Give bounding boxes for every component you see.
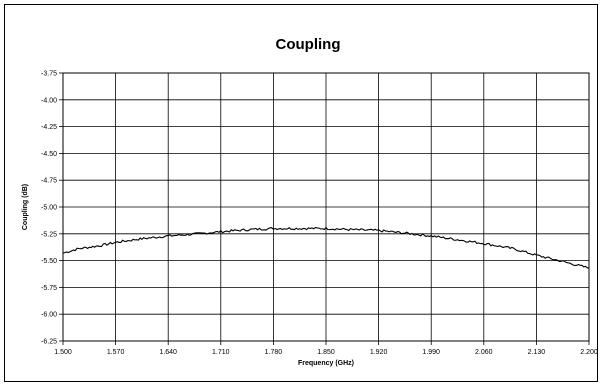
x-tick-label: 2.130 [528,349,546,356]
chart-title: Coupling [276,36,341,53]
y-tick-label: -4.25 [41,124,57,131]
x-tick-label: 1.710 [212,349,230,356]
y-axis-label: Coupling (dB) [22,184,29,230]
y-tick-label: -6.25 [41,339,57,346]
y-tick-label: -5.25 [41,231,57,238]
y-axis-ticks: -3.75 -4.00 -4.25 -4.50 -4.75 -5.00 -5.25 -5.50… [41,71,63,346]
y-tick-label: -4.00 [41,97,57,104]
x-tick-label: 1.570 [107,349,125,356]
x-tick-label: 1.990 [422,349,440,356]
chart-frame: Coupling -3.75 -4.00 -4.25 -4.50 -4.75 -5.00-… [4,4,598,382]
x-tick-label: 1.780 [265,349,283,356]
x-tick-label: 1.920 [370,349,388,356]
y-tick-label: -6.00 [41,312,57,319]
coupling-chart: Coupling -3.75-4.00-4.25-4.50-4.75-5.00-… [22,36,598,367]
x-tick-label: 2.060 [475,349,493,356]
y-tick-label: -4.75 [41,178,57,185]
x-tick-label: 1.640 [159,349,177,356]
x-axis-label: Frequency (GHz) [298,360,354,367]
y-tick-label: -4.50 [41,151,57,158]
grid-lines [62,72,590,342]
y-tick-label: -5.00 [41,205,57,212]
y-tick-label: -3.75 [41,71,57,78]
x-axis-ticks: 1.500 1.570 1.640 1.710 1.780 1.850 1.920 1.990… [54,341,598,356]
x-tick-label: 1.850 [317,349,335,356]
series-line [62,226,590,269]
y-tick-label: -5.50 [41,258,57,265]
x-tick-label: 1.500 [54,349,72,356]
y-tick-label: -5.75 [41,285,57,292]
x-tick-label: 2.200 [580,349,598,356]
